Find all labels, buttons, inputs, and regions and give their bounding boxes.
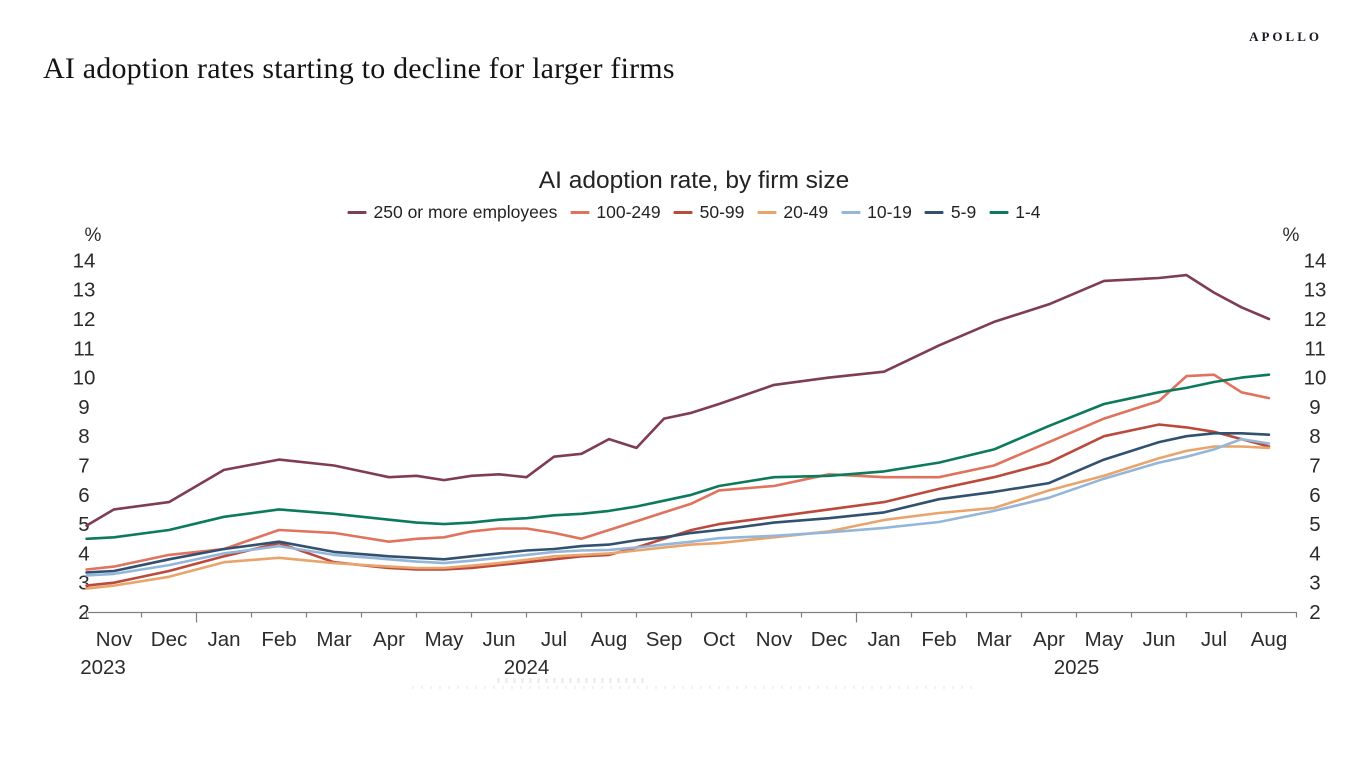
y-axis-label-left: 10	[73, 367, 96, 390]
y-axis-unit-left: %	[85, 225, 102, 246]
x-axis-label: Mar	[316, 628, 351, 651]
y-axis-label-right: 3	[1309, 572, 1320, 595]
x-axis-label: Oct	[703, 628, 735, 651]
y-axis-label-left: 7	[78, 455, 89, 478]
legend-item-50-99: 50-99	[673, 202, 745, 223]
x-axis-label: Feb	[261, 628, 296, 651]
x-axis-label: Jul	[541, 628, 567, 651]
series-line-5-9	[85, 431, 1271, 574]
y-axis-label-right: 7	[1309, 455, 1320, 478]
x-axis-label: May	[425, 628, 464, 651]
apollo-logo: APOLLO	[1249, 29, 1322, 44]
y-axis-label-left: 4	[78, 542, 89, 565]
y-axis-label-right: 12	[1304, 308, 1327, 331]
x-axis-year-label: 2024	[504, 656, 550, 679]
series-line-1-4	[85, 373, 1271, 541]
y-axis-label-left: 11	[73, 337, 94, 360]
series-line-20-49	[85, 445, 1271, 590]
legend-swatch-50-99	[673, 210, 693, 215]
y-axis-label-right: 9	[1309, 396, 1320, 419]
x-axis-label: Apr	[1033, 628, 1065, 651]
x-axis-year-label: 2023	[80, 656, 126, 679]
cropped-caption-remnant	[412, 686, 972, 689]
legend-label: 1-4	[1015, 202, 1041, 222]
y-axis-label-right: 6	[1309, 484, 1320, 507]
legend-item-1-4: 1-4	[989, 202, 1040, 223]
legend-label: 100-249	[596, 202, 661, 222]
y-axis-label-right: 8	[1309, 425, 1320, 448]
legend-item-250-or-more-employees: 250 or more employees	[347, 202, 558, 223]
legend-item-20-49: 20-49	[757, 202, 828, 223]
legend-label: 50-99	[699, 202, 745, 222]
y-axis-label-left: 12	[73, 308, 96, 331]
legend-swatch-20-49	[757, 210, 777, 215]
page-title: AI adoption rates starting to decline fo…	[43, 52, 675, 85]
y-axis-label-left: 3	[78, 572, 89, 595]
y-axis-label-left: 2	[78, 601, 89, 624]
y-axis-label-right: 11	[1304, 337, 1325, 360]
x-axis-label: Jan	[867, 628, 900, 651]
legend-swatch-10-19	[841, 210, 861, 215]
x-axis-label: Sep	[646, 628, 682, 651]
y-axis-label-right: 10	[1304, 367, 1327, 390]
x-axis-label: Jun	[482, 628, 515, 651]
legend-item-5-9: 5-9	[924, 202, 977, 223]
y-axis-label-left: 13	[73, 279, 96, 302]
y-axis-label-left: 5	[78, 513, 89, 536]
x-axis-label: Nov	[756, 628, 793, 651]
legend-item-10-19: 10-19	[841, 202, 912, 223]
y-axis-label-left: 6	[78, 484, 89, 507]
x-axis-label: Apr	[373, 628, 405, 651]
x-axis-label: Nov	[96, 628, 133, 651]
y-axis-unit-right: %	[1283, 225, 1300, 246]
y-axis-label-left: 9	[78, 396, 89, 419]
series-line-50-99	[85, 423, 1271, 587]
x-axis-label: May	[1085, 628, 1124, 651]
series-line-250-or-more-employees	[85, 273, 1271, 527]
x-axis-year-label: 2025	[1054, 656, 1100, 679]
y-axis-label-left: 14	[73, 249, 96, 272]
chart-legend: 250 or more employees 100-249 50-99 20-49 10…	[347, 202, 1040, 223]
chart-title: AI adoption rate, by firm size	[538, 167, 850, 194]
legend-swatch-250-or-more-employees	[347, 210, 367, 215]
x-axis-label: Jul	[1201, 628, 1227, 651]
y-axis-label-left: 8	[78, 425, 89, 448]
legend-swatch-1-4	[989, 210, 1009, 215]
y-axis-label-right: 5	[1309, 513, 1320, 536]
legend-swatch-100-249	[570, 210, 590, 215]
legend-label: 20-49	[783, 202, 829, 222]
legend-label: 250 or more employees	[373, 202, 558, 222]
x-axis-label: Aug	[1251, 628, 1287, 651]
x-axis-label: Aug	[591, 628, 627, 651]
x-axis-label: Jun	[1142, 628, 1175, 651]
x-axis-label: Feb	[921, 628, 956, 651]
legend-label: 10-19	[867, 202, 912, 222]
y-axis-label-right: 2	[1309, 601, 1320, 624]
y-axis-label-right: 4	[1309, 542, 1320, 565]
legend-item-100-249: 100-249	[570, 202, 661, 223]
y-axis-label-right: 14	[1304, 249, 1327, 272]
legend-swatch-5-9	[924, 210, 944, 215]
legend-label: 5-9	[950, 202, 977, 222]
series-line-100-249	[85, 373, 1271, 571]
cropped-caption-remnant	[497, 678, 647, 683]
x-axis-label: Mar	[976, 628, 1011, 651]
x-axis-label: Jan	[207, 628, 240, 651]
series-line-10-19	[85, 437, 1271, 577]
x-axis-label: Dec	[151, 628, 187, 651]
x-axis-label: Dec	[811, 628, 847, 651]
y-axis-label-right: 13	[1304, 279, 1327, 302]
